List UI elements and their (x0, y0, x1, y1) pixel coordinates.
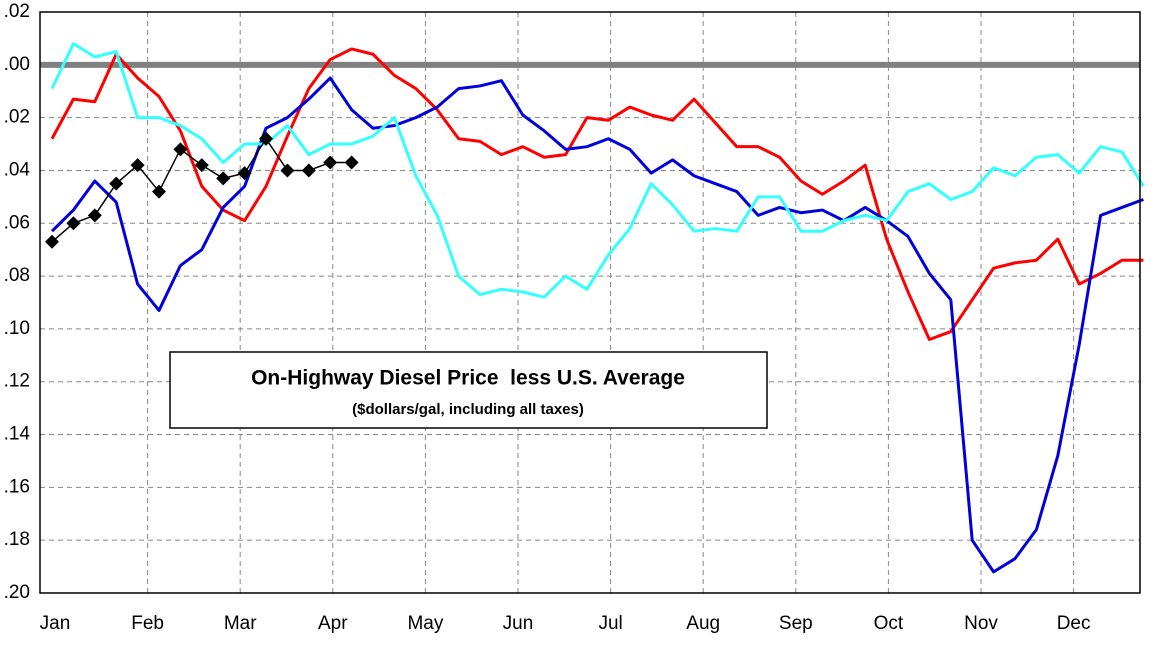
y-tick-label: .02 (4, 107, 30, 128)
series-line (50, 47, 1144, 341)
y-tick-label: .18 (4, 529, 30, 550)
x-tick-label: Apr (318, 613, 348, 634)
x-tick-label: Jun (503, 613, 534, 634)
plot-marks (45, 42, 1145, 574)
y-tick-label: .16 (4, 476, 30, 497)
x-tick-label: Sep (779, 613, 813, 634)
x-tick-label: Aug (686, 613, 720, 634)
chart-subtitle: ($dollars/gal, including all taxes) (352, 401, 584, 418)
chart-title: On-Highway Diesel Price less U.S. Averag… (251, 367, 685, 390)
axis-labels: .02 .00 .02 .04 .06 .08 .10 .12 .14 .16 .18 .20 Jan F… (4, 1, 1091, 634)
diamond-marker (152, 184, 166, 199)
y-tick-label: .14 (4, 424, 31, 445)
diamond-marker (344, 155, 359, 170)
series-line (50, 42, 1145, 299)
x-tick-label: Jul (598, 613, 622, 634)
diamond-marker (109, 176, 124, 191)
title-box (169, 351, 768, 429)
diamond-marker (173, 142, 188, 157)
y-tick-label: .12 (4, 371, 30, 392)
diamond-marker (280, 163, 295, 178)
y-tick-label: .20 (4, 582, 30, 603)
diamond-marker (87, 208, 102, 223)
diamond-marker (194, 158, 209, 173)
x-tick-label: Jan (40, 613, 71, 634)
diamond-marker (323, 155, 338, 170)
diamond-marker (216, 171, 231, 186)
diamond-marker (259, 131, 273, 146)
plot-frame (39, 11, 1141, 594)
y-tick-label: .04 (4, 159, 31, 180)
x-tick-label: May (407, 613, 443, 634)
y-tick-label: .06 (4, 212, 30, 233)
diamond-marker (301, 163, 316, 178)
y-tick-label: .10 (4, 318, 30, 339)
x-tick-label: Nov (964, 613, 998, 634)
diamond-marker (130, 158, 145, 173)
x-tick-label: Mar (224, 613, 257, 634)
x-tick-label: Feb (131, 613, 164, 634)
diamond-marker (66, 216, 81, 231)
diamond-marker (45, 234, 59, 249)
x-tick-label: Oct (874, 613, 904, 634)
y-tick-label: .00 (4, 54, 30, 75)
y-tick-label: .02 (4, 1, 30, 22)
diamond-marker (237, 166, 252, 181)
series-line (50, 76, 1144, 574)
y-tick-label: .08 (4, 265, 30, 286)
x-tick-label: Dec (1057, 613, 1091, 634)
